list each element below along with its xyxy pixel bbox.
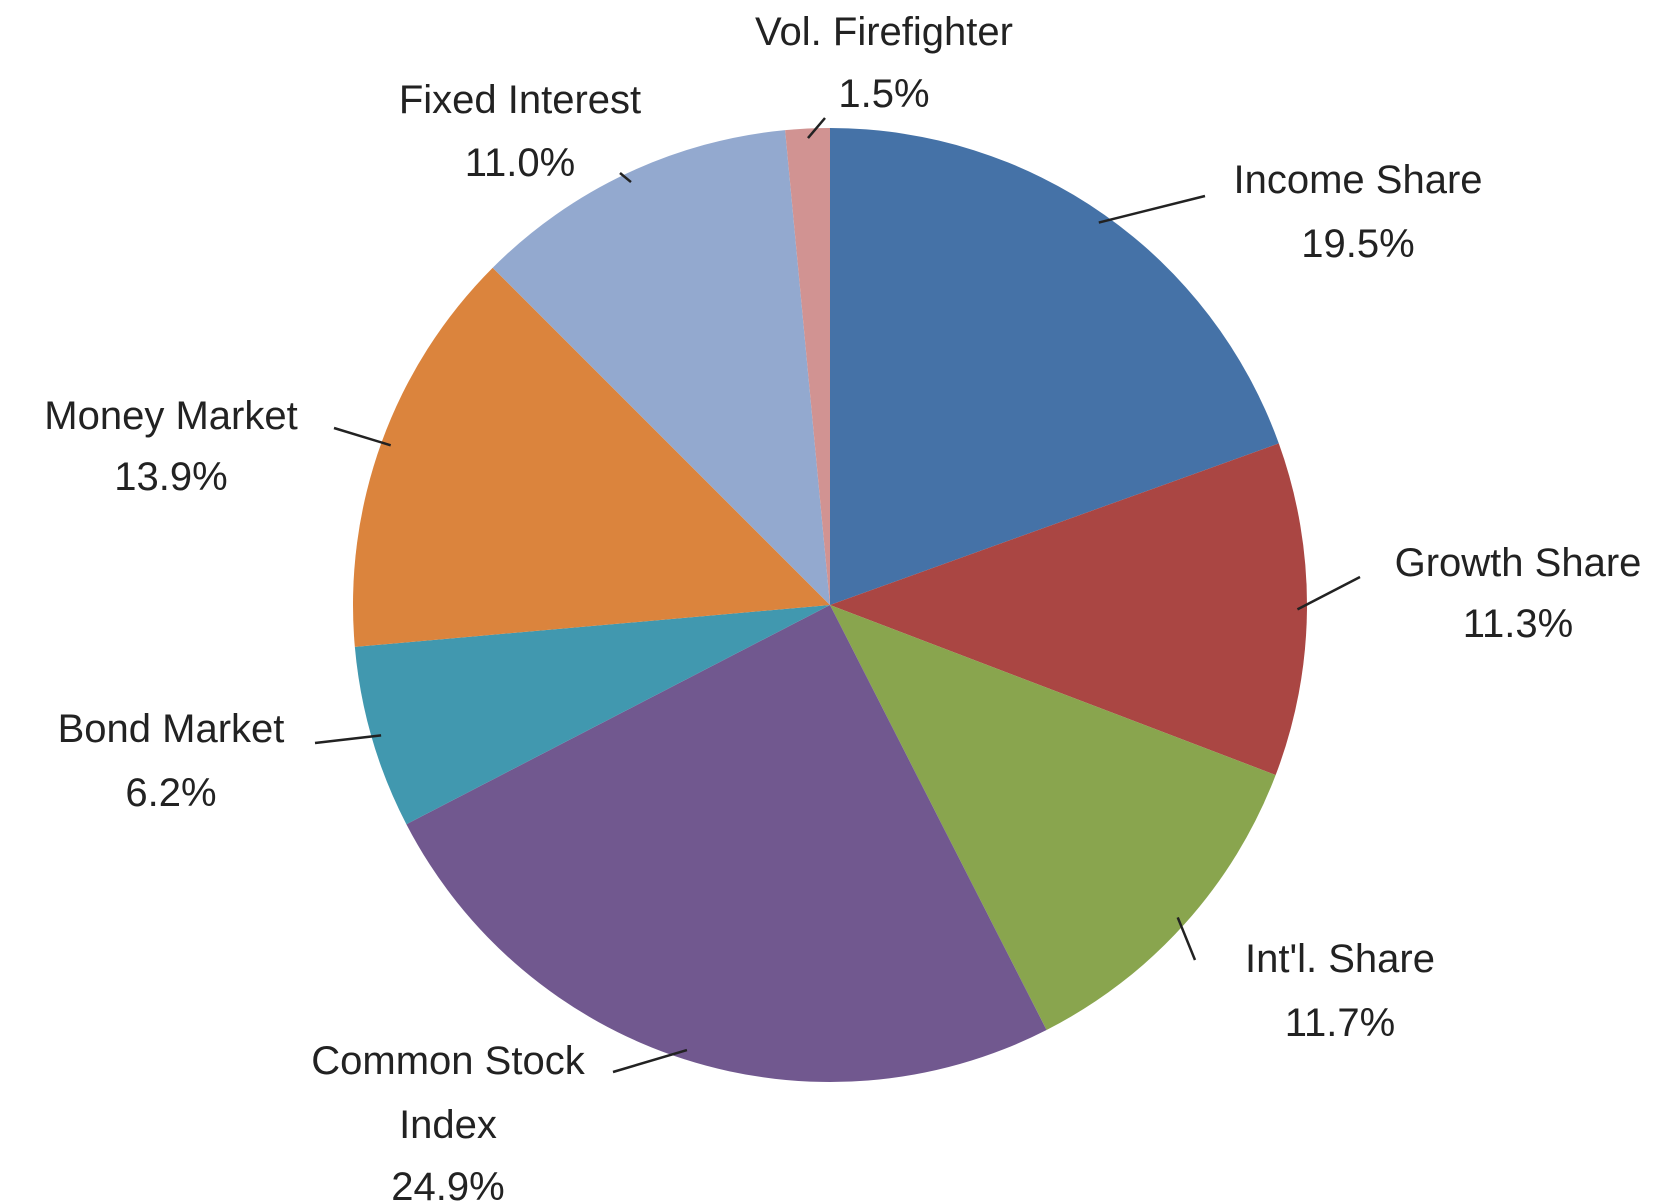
pie-slice [830, 443, 1307, 776]
slice-name: Common Stock Index [311, 1039, 585, 1147]
slice-value: 13.9% [114, 455, 228, 499]
slice-name: Bond Market [57, 707, 285, 751]
pie-slice [830, 128, 1279, 605]
leader-line [1296, 575, 1361, 611]
pie-slice [406, 605, 1047, 1082]
slice-value: 24.9% [391, 1165, 505, 1202]
pie-slice [492, 130, 830, 605]
leader-line [314, 734, 382, 745]
pie-slice [830, 605, 1276, 1031]
leader-line [1098, 194, 1206, 224]
leader-line [619, 172, 632, 183]
slice-value: 11.3% [1462, 602, 1574, 646]
pie-slice [354, 605, 830, 825]
slice-name: Vol. Firefighter [755, 10, 1013, 54]
slice-name: Income Share [1233, 158, 1483, 202]
pie-slice [785, 128, 830, 605]
slice-name: Fixed Interest [398, 78, 642, 122]
leader-line [612, 1048, 688, 1074]
slice-name: Money Market [44, 394, 298, 438]
pie-slice [353, 267, 830, 647]
slice-value: 1.5% [838, 72, 930, 116]
slice-value: 11.0% [464, 141, 576, 185]
slice-value: 19.5% [1301, 222, 1415, 266]
slice-name: Growth Share [1394, 541, 1642, 585]
slice-value: 6.2% [125, 771, 217, 815]
leader-line [1176, 916, 1197, 961]
leader-line [333, 426, 392, 447]
slice-name: Int'l. Share [1245, 937, 1435, 981]
leader-line [807, 117, 826, 139]
slice-value: 11.7% [1284, 1001, 1396, 1045]
